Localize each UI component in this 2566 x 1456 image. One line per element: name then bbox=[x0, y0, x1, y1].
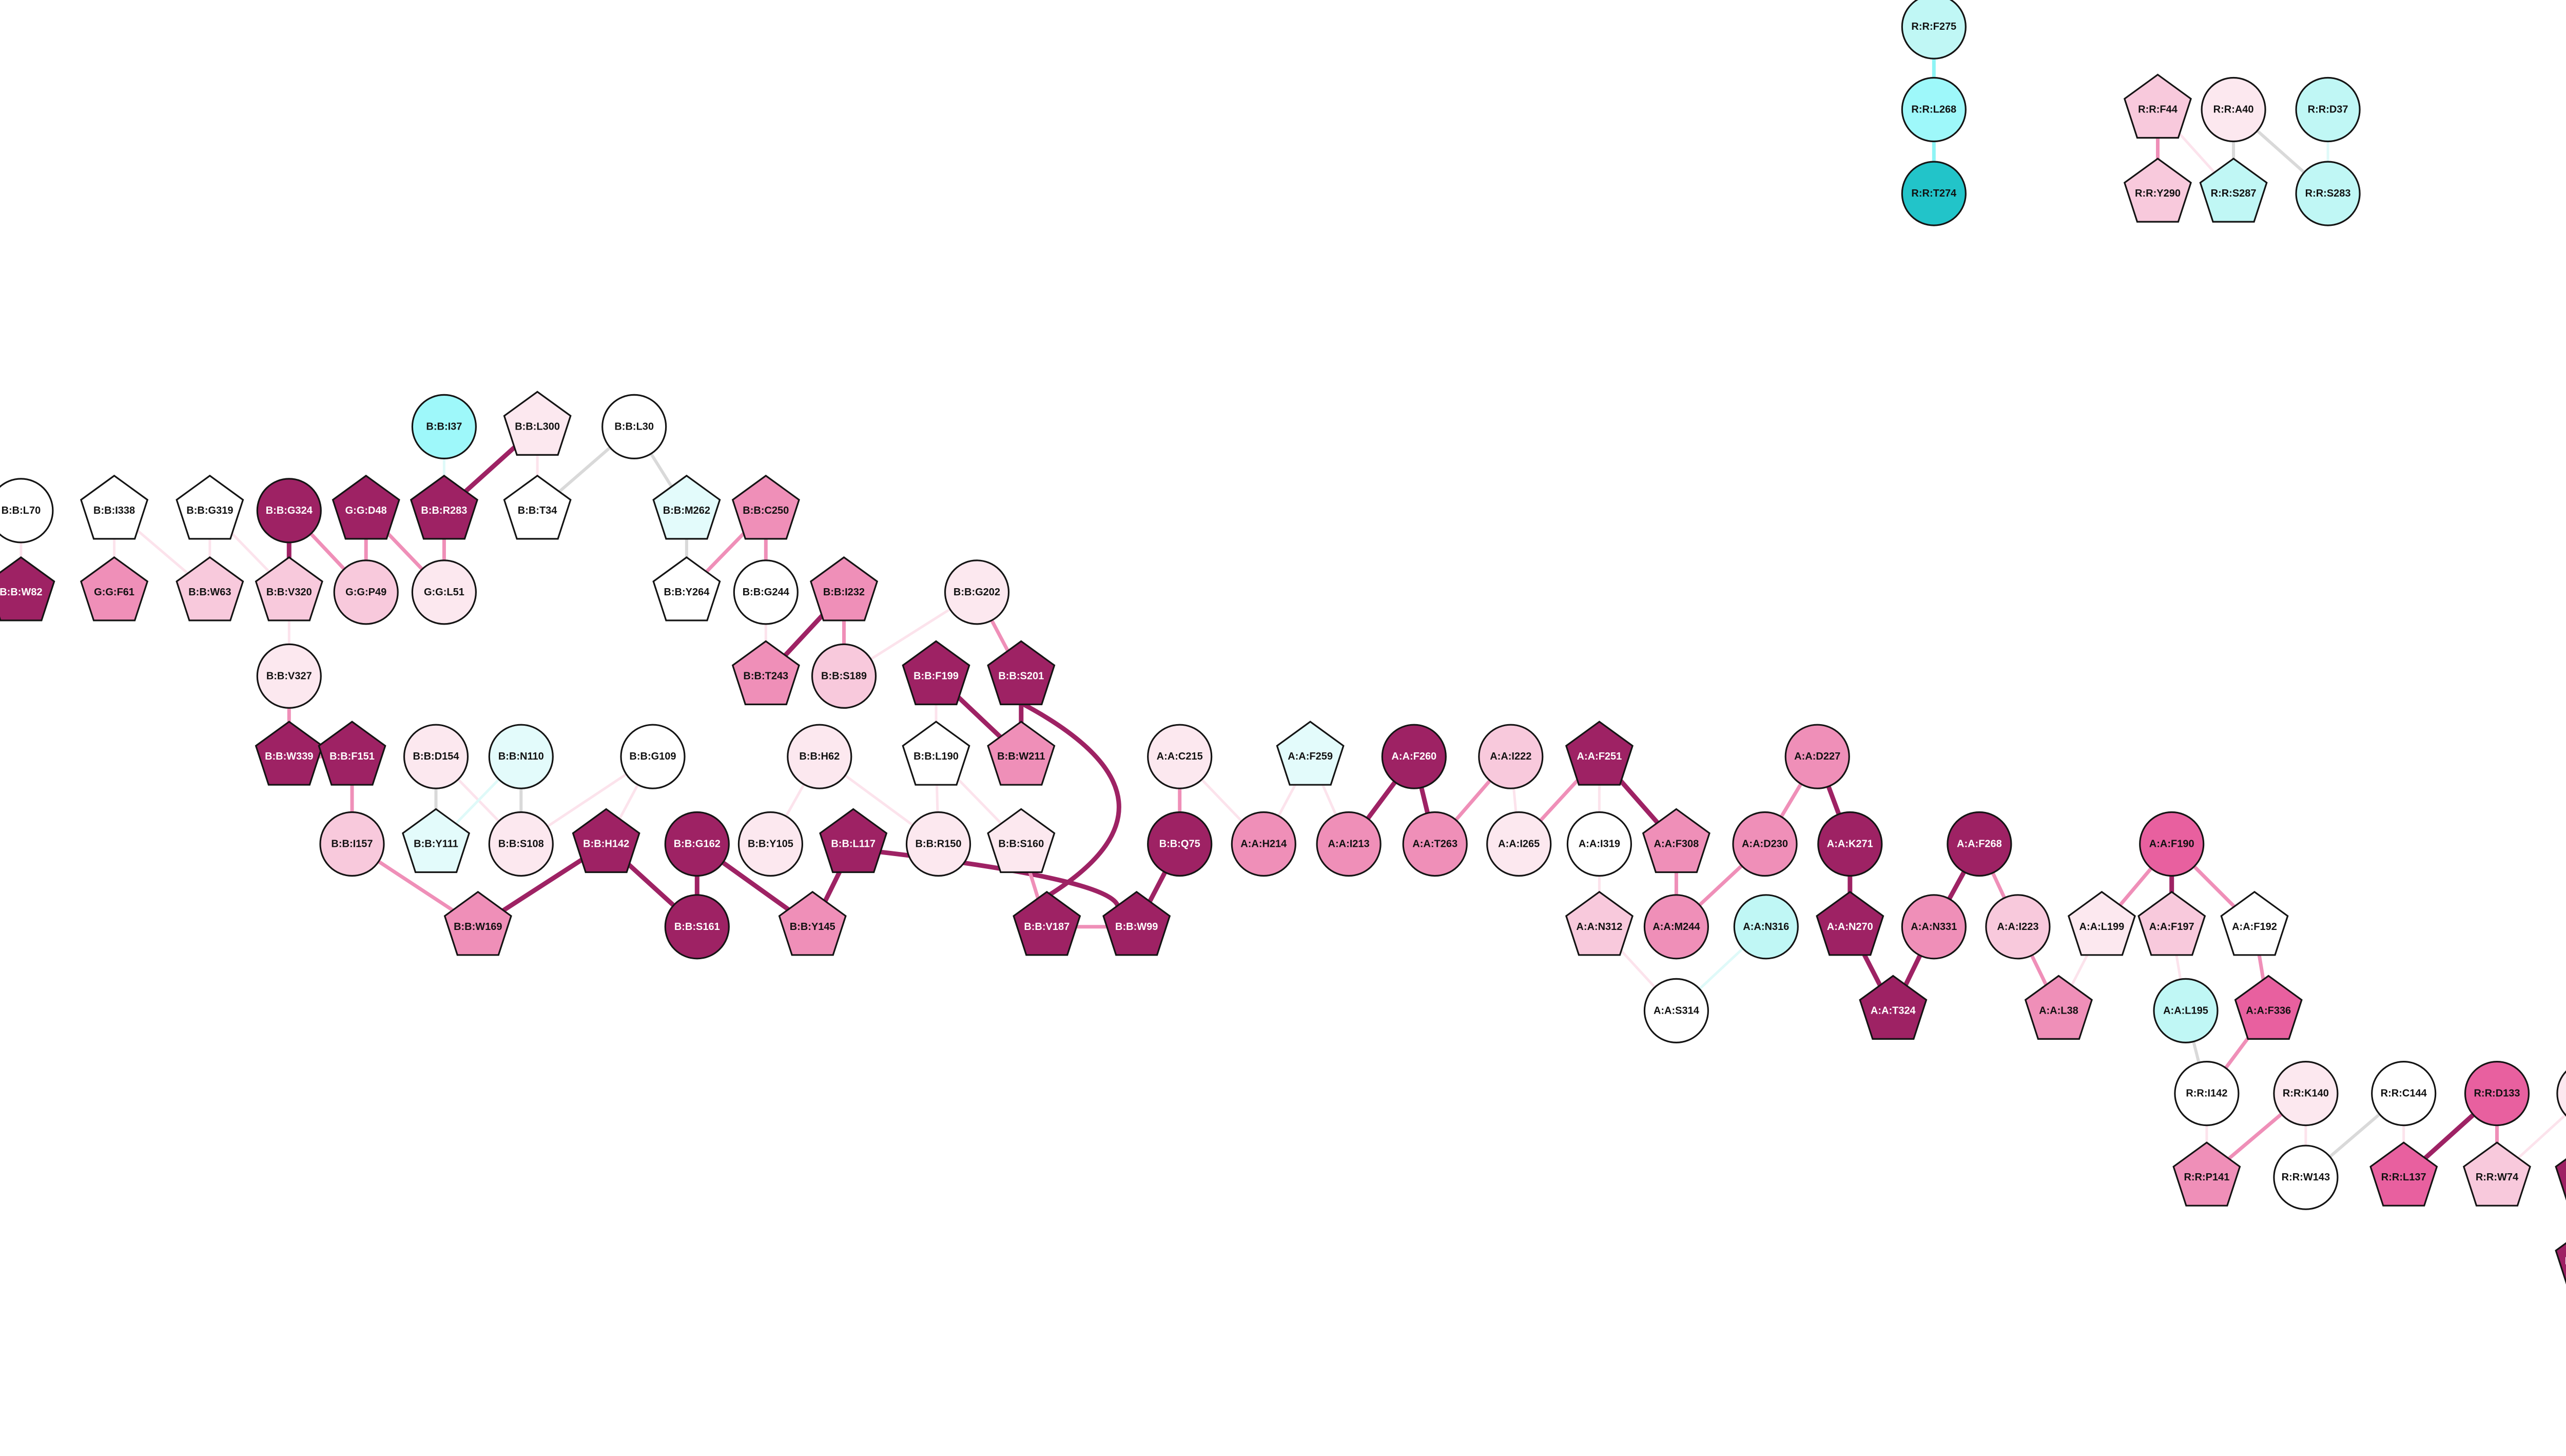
svg-text:A:A:F260: A:A:F260 bbox=[1391, 751, 1436, 762]
svg-text:R:R:F275: R:R:F275 bbox=[1911, 21, 1956, 32]
svg-text:A:A:T263: A:A:T263 bbox=[1412, 839, 1457, 850]
svg-text:B:B:S189: B:B:S189 bbox=[821, 670, 867, 682]
svg-text:B:B:G319: B:B:G319 bbox=[186, 505, 233, 516]
svg-text:R:R:S283: R:R:S283 bbox=[2305, 188, 2351, 199]
svg-text:A:A:N316: A:A:N316 bbox=[1743, 921, 1789, 933]
svg-text:B:B:F199: B:B:F199 bbox=[913, 670, 959, 682]
svg-text:B:B:I338: B:B:I338 bbox=[93, 505, 135, 516]
svg-text:A:A:I223: A:A:I223 bbox=[1997, 921, 2038, 933]
svg-text:B:B:W99: B:B:W99 bbox=[1115, 921, 1158, 933]
svg-text:A:A:F190: A:A:F190 bbox=[2149, 839, 2194, 850]
svg-text:B:B:G244: B:B:G244 bbox=[743, 587, 790, 598]
svg-text:R:R:D37: R:R:D37 bbox=[2308, 104, 2348, 115]
svg-text:G:G:D48: G:G:D48 bbox=[345, 505, 387, 516]
svg-text:A:A:I222: A:A:I222 bbox=[1490, 751, 1531, 762]
svg-text:A:A:F197: A:A:F197 bbox=[2149, 921, 2194, 933]
svg-text:A:A:N270: A:A:N270 bbox=[1827, 921, 1873, 933]
svg-text:A:A:F336: A:A:F336 bbox=[2246, 1005, 2291, 1016]
svg-text:R:R:S287: R:R:S287 bbox=[2211, 188, 2257, 199]
svg-text:A:A:L195: A:A:L195 bbox=[2163, 1005, 2208, 1016]
svg-text:A:A:L38: A:A:L38 bbox=[2039, 1005, 2078, 1016]
svg-text:B:B:N110: B:B:N110 bbox=[498, 751, 544, 762]
svg-text:A:A:F251: A:A:F251 bbox=[1577, 751, 1622, 762]
svg-text:A:A:L199: A:A:L199 bbox=[2079, 921, 2125, 933]
svg-text:A:A:I213: A:A:I213 bbox=[1328, 839, 1370, 850]
svg-text:B:B:V320: B:B:V320 bbox=[266, 587, 312, 598]
svg-text:R:R:T274: R:R:T274 bbox=[1911, 188, 1957, 199]
svg-text:B:B:G162: B:B:G162 bbox=[674, 839, 721, 850]
svg-text:B:B:D154: B:B:D154 bbox=[413, 751, 459, 762]
svg-text:B:B:I157: B:B:I157 bbox=[331, 839, 373, 850]
svg-text:R:R:F44: R:R:F44 bbox=[2138, 104, 2178, 115]
svg-text:R:R:L137: R:R:L137 bbox=[2381, 1172, 2426, 1183]
svg-text:B:B:G202: B:B:G202 bbox=[954, 587, 1000, 598]
svg-text:B:B:G109: B:B:G109 bbox=[629, 751, 676, 762]
svg-text:B:B:Y105: B:B:Y105 bbox=[748, 839, 793, 850]
svg-text:A:A:I319: A:A:I319 bbox=[1579, 839, 1620, 850]
svg-text:B:B:H142: B:B:H142 bbox=[583, 839, 629, 850]
svg-text:G:G:F61: G:G:F61 bbox=[94, 587, 134, 598]
svg-text:B:B:R150: B:B:R150 bbox=[915, 839, 961, 850]
svg-text:A:A:F259: A:A:F259 bbox=[1288, 751, 1333, 762]
svg-text:B:B:W82: B:B:W82 bbox=[0, 587, 43, 598]
svg-text:R:R:L268: R:R:L268 bbox=[1911, 104, 1956, 115]
svg-text:B:B:W211: B:B:W211 bbox=[997, 751, 1045, 762]
svg-text:R:R:D133: R:R:D133 bbox=[2474, 1088, 2520, 1099]
svg-text:B:B:L70: B:B:L70 bbox=[2, 505, 41, 516]
svg-text:R:R:C144: R:R:C144 bbox=[2381, 1088, 2427, 1099]
svg-text:B:B:L190: B:B:L190 bbox=[913, 751, 959, 762]
svg-text:B:B:F151: B:B:F151 bbox=[329, 751, 375, 762]
svg-text:R:R:K140: R:R:K140 bbox=[2283, 1088, 2329, 1099]
svg-text:R:R:W74: R:R:W74 bbox=[2476, 1172, 2519, 1183]
svg-text:G:G:P49: G:G:P49 bbox=[345, 587, 386, 598]
svg-text:A:A:D230: A:A:D230 bbox=[1742, 839, 1788, 850]
svg-text:A:A:K271: A:A:K271 bbox=[1827, 839, 1873, 850]
svg-text:B:B:S108: B:B:S108 bbox=[498, 839, 544, 850]
svg-text:A:A:H214: A:A:H214 bbox=[1240, 839, 1287, 850]
svg-text:B:B:W63: B:B:W63 bbox=[188, 587, 231, 598]
svg-text:B:B:T34: B:B:T34 bbox=[518, 505, 558, 516]
svg-text:B:B:S160: B:B:S160 bbox=[998, 839, 1044, 850]
svg-text:A:A:D227: A:A:D227 bbox=[1794, 751, 1840, 762]
svg-text:B:B:G324: B:B:G324 bbox=[266, 505, 313, 516]
svg-text:B:B:C250: B:B:C250 bbox=[743, 505, 789, 516]
svg-text:A:A:S314: A:A:S314 bbox=[1654, 1005, 1700, 1016]
svg-text:B:B:T243: B:B:T243 bbox=[743, 670, 788, 682]
svg-text:B:B:R283: B:B:R283 bbox=[421, 505, 467, 516]
svg-text:B:B:V187: B:B:V187 bbox=[1024, 921, 1070, 933]
svg-text:B:B:Q75: B:B:Q75 bbox=[1159, 839, 1200, 850]
svg-text:A:A:F308: A:A:F308 bbox=[1654, 839, 1699, 850]
svg-text:B:B:M262: B:B:M262 bbox=[663, 505, 710, 516]
svg-text:B:B:I232: B:B:I232 bbox=[823, 587, 865, 598]
svg-text:B:B:W339: B:B:W339 bbox=[265, 751, 313, 762]
svg-text:R:R:P141: R:R:P141 bbox=[2184, 1172, 2229, 1183]
svg-text:A:A:F192: A:A:F192 bbox=[2232, 921, 2277, 933]
svg-text:B:B:Y111: B:B:Y111 bbox=[414, 839, 458, 850]
svg-text:B:B:L117: B:B:L117 bbox=[831, 839, 876, 850]
svg-text:R:R:Y290: R:R:Y290 bbox=[2135, 188, 2181, 199]
svg-text:A:A:I265: A:A:I265 bbox=[1498, 839, 1540, 850]
svg-text:A:A:N331: A:A:N331 bbox=[1911, 921, 1957, 933]
svg-text:B:B:V327: B:B:V327 bbox=[266, 670, 312, 682]
svg-text:B:B:W169: B:B:W169 bbox=[454, 921, 502, 933]
svg-text:G:G:L51: G:G:L51 bbox=[424, 587, 464, 598]
svg-text:A:A:M244: A:A:M244 bbox=[1653, 921, 1700, 933]
svg-text:R:R:A40: R:R:A40 bbox=[2213, 104, 2254, 115]
svg-text:B:B:L300: B:B:L300 bbox=[515, 421, 560, 432]
svg-text:B:B:S201: B:B:S201 bbox=[998, 670, 1044, 682]
svg-text:B:B:L30: B:B:L30 bbox=[614, 421, 654, 432]
svg-text:A:A:F268: A:A:F268 bbox=[1957, 839, 2002, 850]
svg-text:B:B:I37: B:B:I37 bbox=[426, 421, 462, 432]
svg-text:A:A:T324: A:A:T324 bbox=[1871, 1005, 1916, 1016]
svg-text:B:B:Y145: B:B:Y145 bbox=[790, 921, 835, 933]
svg-text:A:A:N312: A:A:N312 bbox=[1576, 921, 1622, 933]
svg-text:B:B:S161: B:B:S161 bbox=[674, 921, 720, 933]
svg-text:A:A:C215: A:A:C215 bbox=[1157, 751, 1203, 762]
svg-text:R:R:W143: R:R:W143 bbox=[2282, 1172, 2330, 1183]
svg-text:R:R:I142: R:R:I142 bbox=[2186, 1088, 2227, 1099]
svg-text:B:B:Y264: B:B:Y264 bbox=[664, 587, 710, 598]
svg-text:B:B:H62: B:B:H62 bbox=[799, 751, 840, 762]
